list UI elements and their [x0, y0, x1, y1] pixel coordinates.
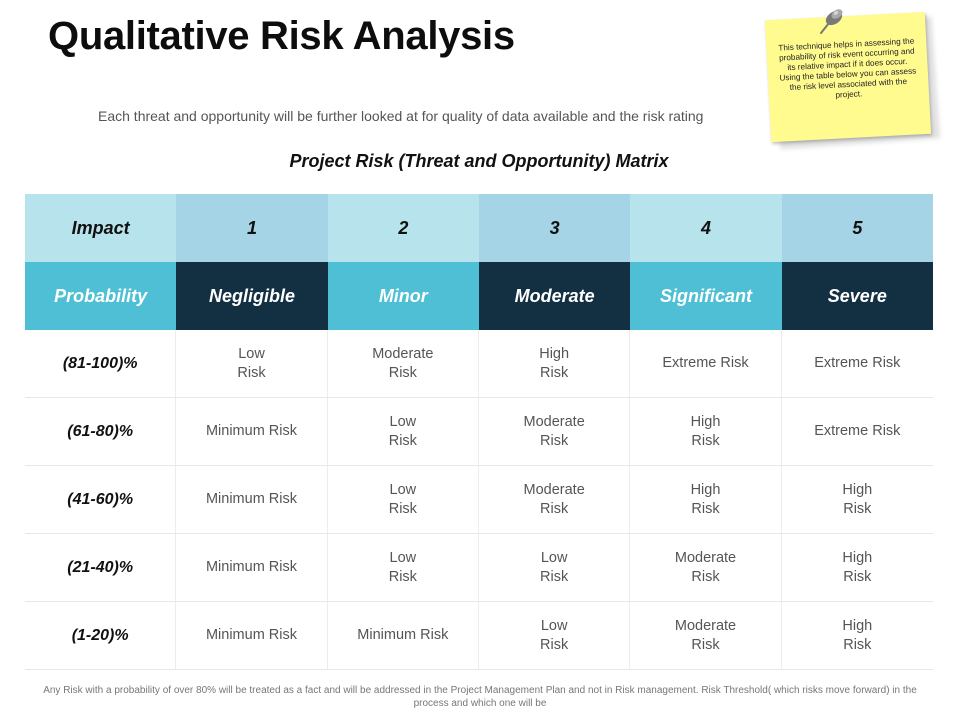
risk-matrix: Impact 1 2 3 4 5 Probability Negligible …	[25, 194, 933, 670]
matrix-title: Project Risk (Threat and Opportunity) Ma…	[289, 151, 669, 171]
severity-negligible: Negligible	[176, 262, 328, 330]
risk-cell: Moderate Risk	[630, 602, 782, 670]
risk-cell: Low Risk	[176, 330, 328, 398]
impact-header-5: 5	[781, 194, 933, 262]
risk-cell: Minimum Risk	[176, 466, 328, 534]
impact-header-1: 1	[176, 194, 328, 262]
risk-cell: Minimum Risk	[176, 602, 328, 670]
risk-cell: Moderate Risk	[478, 398, 631, 466]
risk-cell: Low Risk	[478, 602, 631, 670]
risk-cell: High Risk	[781, 466, 933, 534]
risk-cell: Low Risk	[327, 398, 479, 466]
probability-row-label: (21-40)%	[25, 534, 177, 602]
risk-cell: Extreme Risk	[781, 330, 933, 398]
risk-cell: High Risk	[781, 534, 933, 602]
impact-header-3: 3	[478, 194, 631, 262]
risk-cell: Extreme Risk	[630, 330, 782, 398]
severity-severe: Severe	[781, 262, 933, 330]
probability-row-label: (41-60)%	[25, 466, 177, 534]
severity-significant: Significant	[630, 262, 782, 330]
risk-cell: High Risk	[781, 602, 933, 670]
impact-header-2: 2	[327, 194, 479, 262]
risk-cell: Minimum Risk	[176, 398, 328, 466]
page-title: Qualitative Risk Analysis	[48, 14, 515, 58]
severity-minor: Minor	[327, 262, 479, 330]
risk-cell: Low Risk	[327, 534, 479, 602]
probability-header-label: Probability	[25, 262, 177, 330]
impact-header-4: 4	[630, 194, 782, 262]
footer-note: Any Risk with a probability of over 80% …	[43, 685, 917, 709]
severity-moderate: Moderate	[478, 262, 631, 330]
risk-cell: Low Risk	[478, 534, 631, 602]
risk-cell: Low Risk	[327, 466, 479, 534]
risk-cell: Minimum Risk	[176, 534, 328, 602]
risk-cell: Minimum Risk	[327, 602, 479, 670]
impact-header-label: Impact	[25, 194, 177, 262]
risk-cell: Moderate Risk	[327, 330, 479, 398]
risk-cell: Moderate Risk	[630, 534, 782, 602]
risk-cell: Extreme Risk	[781, 398, 933, 466]
risk-cell: High Risk	[630, 398, 782, 466]
sticky-note: This technique helps in assessing the pr…	[764, 11, 932, 143]
risk-cell: Moderate Risk	[478, 466, 631, 534]
probability-row-label: (61-80)%	[25, 398, 177, 466]
risk-cell: High Risk	[630, 466, 782, 534]
probability-row-label: (81-100)%	[25, 330, 177, 398]
intro-text: Each threat and opportunity will be furt…	[98, 108, 704, 124]
risk-cell: High Risk	[478, 330, 631, 398]
probability-row-label: (1-20)%	[25, 602, 177, 670]
pushpin-icon	[820, 9, 843, 34]
